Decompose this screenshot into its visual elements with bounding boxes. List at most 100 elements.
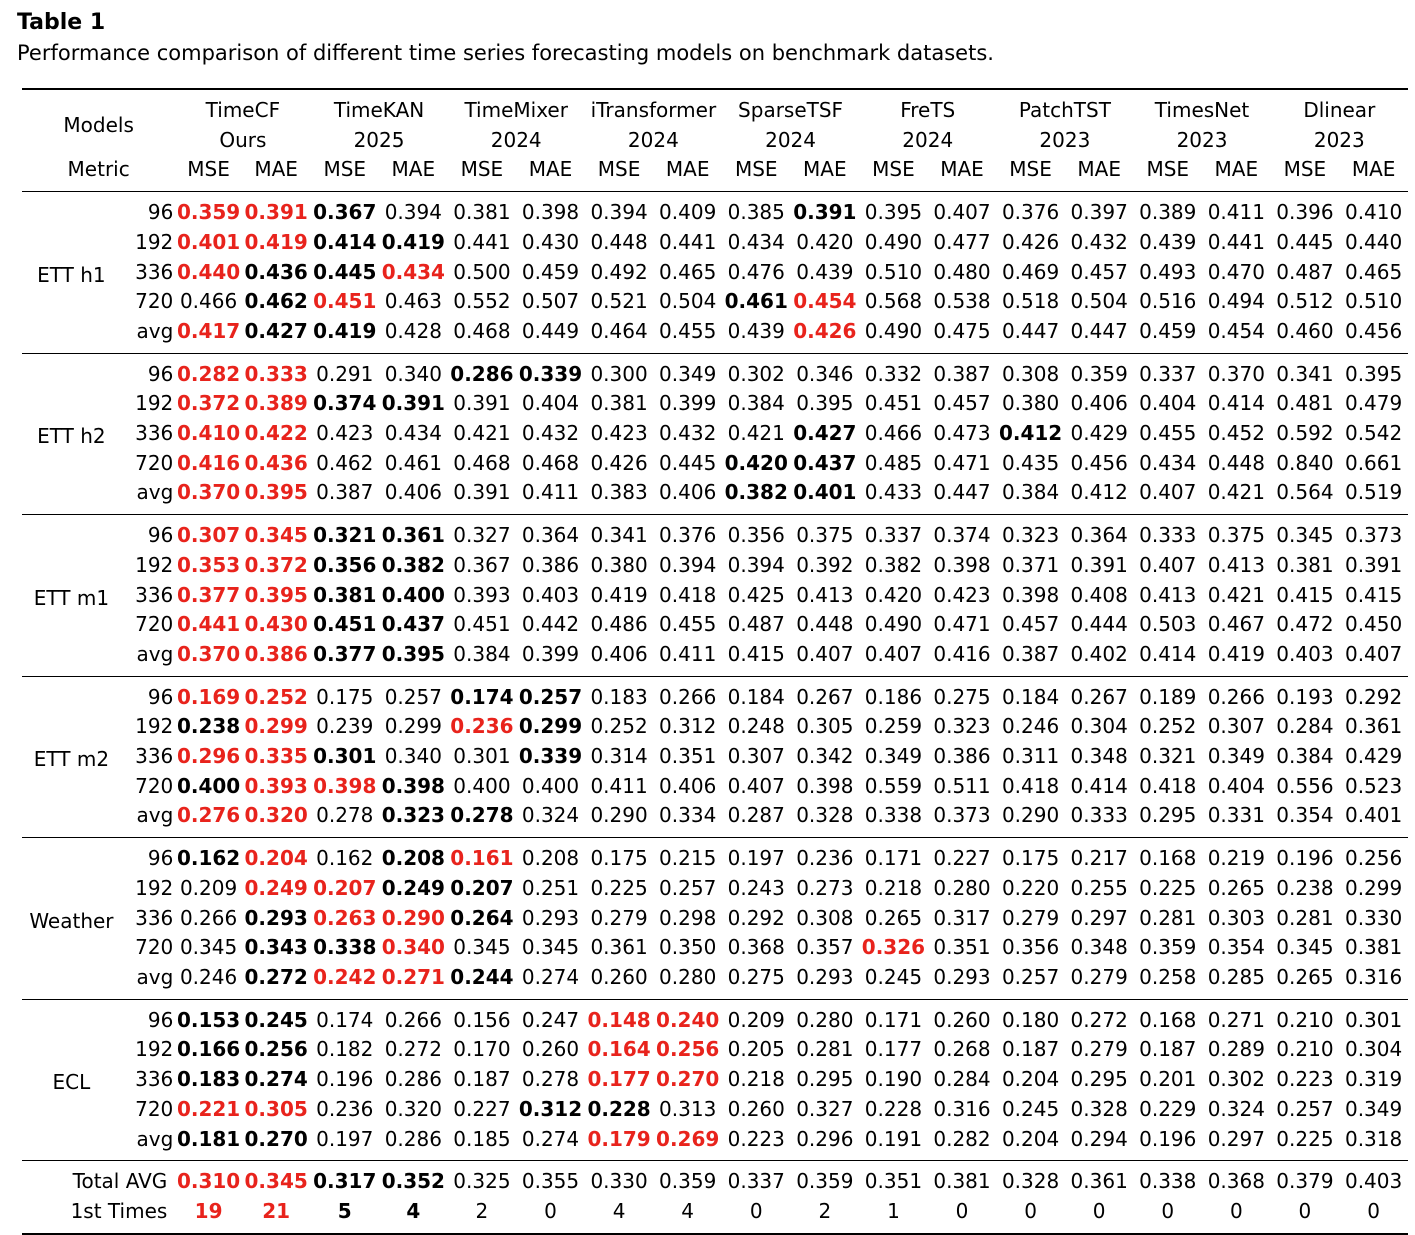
summary-value: 19 bbox=[175, 1196, 242, 1235]
value-cell: 0.422 bbox=[244, 421, 308, 446]
value-cell: 0.428 bbox=[384, 318, 442, 343]
value-cell: 0.294 bbox=[1070, 1126, 1128, 1151]
value-cell: 0.404 bbox=[1207, 773, 1265, 798]
value-cell: 0.359 bbox=[175, 191, 242, 228]
model-year: 2025 bbox=[353, 127, 405, 152]
value-cell: 0.374 bbox=[313, 391, 377, 416]
value-cell: 0.556 bbox=[1276, 773, 1334, 798]
value-cell: 0.217 bbox=[1064, 837, 1134, 874]
value-cell: 0.434 bbox=[727, 229, 785, 254]
table-row: avg 0.181 0.270 0.197 0.286 0.185 0.274 0.179 0.… bbox=[22, 1125, 1408, 1161]
value-cell: 0.394 bbox=[584, 191, 654, 228]
table-row: Weather 96 0.162 0.204 0.162 0.208 0.161 0.208 0… bbox=[22, 837, 1408, 1000]
value-cell: 0.407 bbox=[796, 641, 854, 666]
value-cell: 0.351 bbox=[933, 935, 991, 960]
value-cell: 0.439 bbox=[727, 318, 785, 343]
value-cell: 0.420 bbox=[724, 450, 788, 475]
value-cell: 0.248 bbox=[727, 714, 785, 739]
table-row: ETT h1 96 0.359 0.391 0.367 0.394 0.381 0.398 0.… bbox=[22, 191, 1408, 354]
value-cell: 0.427 bbox=[793, 421, 857, 446]
value-cell: 0.285 bbox=[1207, 964, 1265, 989]
value-cell: 0.394 bbox=[379, 191, 448, 228]
value-cell: 0.281 bbox=[1139, 905, 1197, 930]
value-cell: 0.455 bbox=[1139, 421, 1197, 446]
value-cell: 0.367 bbox=[453, 552, 511, 577]
value-cell: 0.459 bbox=[1139, 318, 1197, 343]
value-cell: 0.296 bbox=[176, 744, 241, 769]
value-cell: 0.333 bbox=[1070, 803, 1128, 828]
value-cell: 0.420 bbox=[864, 582, 923, 607]
model-year: 2024 bbox=[765, 127, 816, 152]
summary-value: 1 bbox=[859, 1196, 928, 1235]
horizon-label: 720 bbox=[135, 289, 174, 314]
table-row: avg 0.370 0.395 0.387 0.406 0.391 0.411 0.383 0.… bbox=[22, 478, 1408, 514]
value-cell: 0.374 bbox=[927, 514, 997, 551]
value-cell: 0.345 bbox=[453, 935, 511, 960]
value-cell: 0.376 bbox=[653, 514, 722, 551]
value-cell: 0.444 bbox=[1070, 612, 1128, 637]
summary-value: 0 bbox=[516, 1196, 585, 1235]
value-cell: 0.395 bbox=[859, 191, 928, 228]
value-cell: 0.187 bbox=[1139, 1037, 1197, 1062]
model-name: TimeKAN bbox=[310, 88, 448, 126]
value-cell: 0.463 bbox=[384, 289, 442, 314]
value-cell: 0.441 bbox=[453, 229, 511, 254]
value-cell: 0.313 bbox=[659, 1096, 717, 1121]
value-cell: 0.398 bbox=[381, 773, 445, 798]
table-row: 720 0.441 0.430 0.451 0.437 0.451 0.442 0.486 0.… bbox=[22, 610, 1408, 640]
value-cell: 0.440 bbox=[176, 259, 241, 284]
value-cell: 0.475 bbox=[933, 318, 991, 343]
value-cell: 0.305 bbox=[244, 1096, 308, 1121]
value-cell: 0.437 bbox=[381, 612, 445, 637]
value-cell: 0.398 bbox=[1001, 582, 1060, 607]
value-cell: 0.382 bbox=[724, 480, 788, 505]
value-cell: 0.153 bbox=[175, 998, 242, 1036]
value-cell: 0.451 bbox=[313, 289, 377, 314]
value-cell: 0.346 bbox=[790, 352, 860, 390]
value-cell: 0.225 bbox=[1139, 875, 1197, 900]
value-cell: 0.321 bbox=[1139, 744, 1197, 769]
value-cell: 0.270 bbox=[656, 1067, 720, 1092]
value-cell: 0.459 bbox=[521, 259, 580, 284]
model-year: 2023 bbox=[1313, 127, 1365, 152]
value-cell: 0.228 bbox=[587, 1096, 651, 1121]
value-cell: 0.465 bbox=[1344, 259, 1403, 284]
value-cell: 0.400 bbox=[453, 773, 511, 798]
value-cell: 0.461 bbox=[384, 450, 442, 475]
value-cell: 0.420 bbox=[796, 229, 854, 254]
value-cell: 0.455 bbox=[659, 318, 717, 343]
value-cell: 0.404 bbox=[521, 391, 580, 416]
value-cell: 0.314 bbox=[590, 744, 648, 769]
value-cell: 0.476 bbox=[727, 259, 785, 284]
horizon-label: 720 bbox=[135, 612, 174, 637]
value-cell: 0.171 bbox=[859, 998, 928, 1036]
value-cell: 0.370 bbox=[1202, 352, 1271, 390]
value-cell: 0.349 bbox=[653, 352, 722, 390]
value-cell: 0.401 bbox=[793, 480, 857, 505]
value-cell: 0.454 bbox=[1207, 318, 1265, 343]
value-cell: 0.485 bbox=[864, 450, 923, 475]
value-cell: 0.448 bbox=[796, 612, 854, 637]
value-cell: 0.442 bbox=[521, 612, 580, 637]
value-cell: 0.339 bbox=[518, 744, 583, 769]
value-cell: 0.260 bbox=[927, 998, 997, 1036]
value-cell: 0.156 bbox=[447, 998, 517, 1036]
value-cell: 0.307 bbox=[175, 514, 242, 551]
value-cell: 0.175 bbox=[996, 837, 1065, 874]
summary-value: 4 bbox=[584, 1196, 654, 1235]
summary-value: 0.338 bbox=[1133, 1160, 1203, 1197]
value-cell: 0.523 bbox=[1344, 773, 1403, 798]
value-cell: 0.298 bbox=[659, 905, 717, 930]
value-cell: 0.487 bbox=[727, 612, 785, 637]
metric-mse: MSE bbox=[872, 157, 915, 182]
value-cell: 0.236 bbox=[790, 837, 860, 874]
value-cell: 0.391 bbox=[1344, 552, 1403, 577]
value-cell: 0.218 bbox=[727, 1067, 785, 1092]
value-cell: 0.538 bbox=[933, 289, 991, 314]
value-cell: 0.377 bbox=[176, 582, 241, 607]
horizon-label: 336 bbox=[135, 259, 174, 284]
value-cell: 0.503 bbox=[1139, 612, 1197, 637]
value-cell: 0.327 bbox=[447, 514, 517, 551]
value-cell: 0.225 bbox=[1276, 1126, 1334, 1151]
value-cell: 0.452 bbox=[1207, 421, 1265, 446]
